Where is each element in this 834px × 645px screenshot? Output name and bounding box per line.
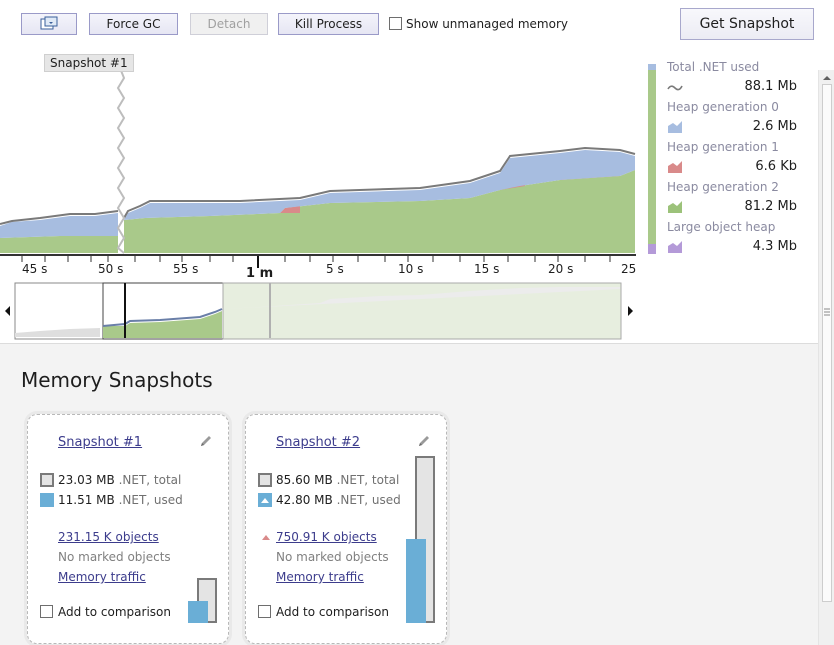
section-title: Memory Snapshots [21, 368, 213, 392]
memory-chart[interactable] [0, 48, 640, 343]
get-snapshot-button[interactable]: Get Snapshot [680, 8, 814, 40]
legend-name: Heap generation 0 [667, 100, 779, 114]
memory-snapshots-section: Memory Snapshots Snapshot #1 23.03 MB .N… [0, 343, 818, 645]
snapshot-break [116, 67, 126, 254]
snapshot-card: Snapshot #1 23.03 MB .NET, total 11.51 M… [27, 414, 229, 644]
memory-traffic-link[interactable]: Memory traffic [58, 570, 146, 584]
total-swatch [258, 473, 272, 487]
overview-strip[interactable] [0, 281, 640, 343]
pencil-icon[interactable] [198, 433, 214, 449]
total-label: .NET, total [336, 473, 400, 487]
legend-value: 81.2 Mb [744, 199, 797, 214]
show-unmanaged-label: Show unmanaged memory [406, 17, 568, 31]
add-to-comparison-checkbox[interactable] [258, 605, 271, 618]
used-stat: 42.80 MB .NET, used [276, 493, 401, 507]
show-unmanaged-checkbox[interactable] [389, 17, 402, 30]
open-window-button[interactable] [21, 13, 77, 35]
used-label: .NET, used [118, 493, 183, 507]
marked-objects-text: No marked objects [58, 550, 171, 564]
legend-stack-gen0 [648, 64, 656, 70]
tick-label: 55 s [173, 262, 199, 276]
gen1-area [280, 206, 300, 213]
gen1-area-icon [668, 161, 682, 173]
total-value: 23.03 MB [58, 473, 115, 487]
total-line [0, 210, 119, 225]
pencil-icon[interactable] [416, 433, 432, 449]
tick-marks [21, 256, 611, 262]
tick-label: 50 s [98, 262, 124, 276]
total-line-main [123, 146, 636, 219]
legend-value: 2.6 Mb [752, 119, 797, 134]
legend-stack-loh [648, 244, 656, 254]
marked-objects-text: No marked objects [276, 550, 389, 564]
used-value: 11.51 MB [58, 493, 115, 507]
legend-value: 4.3 Mb [752, 239, 797, 254]
increase-icon [261, 498, 269, 503]
toolbar: Force GC Detach Kill Process Show unmana… [0, 0, 834, 48]
tick-label: 25 [621, 262, 637, 276]
tick-label: 15 s [474, 262, 500, 276]
vertical-scrollbar[interactable] [818, 70, 834, 645]
total-line-icon [667, 85, 683, 91]
window-icon [40, 16, 58, 30]
total-label: .NET, total [118, 473, 182, 487]
scroll-right-icon [628, 306, 633, 316]
used-stat: 11.51 MB .NET, used [58, 493, 183, 507]
gen0-area-main [124, 150, 635, 220]
grip-icon [824, 308, 830, 316]
snapshot-title-link[interactable]: Snapshot #1 [58, 435, 143, 450]
loh-area-icon [668, 241, 682, 253]
force-gc-button[interactable]: Force GC [89, 13, 178, 35]
memory-traffic-link[interactable]: Memory traffic [276, 570, 364, 584]
gen0-area-icon [668, 121, 682, 133]
gen2-area [0, 236, 118, 253]
legend-stack-bar [648, 64, 656, 254]
tick-label: 20 s [548, 262, 574, 276]
gen2-area-icon [668, 201, 682, 213]
scroll-up-icon[interactable] [819, 72, 834, 84]
snapshot-marker-label[interactable]: Snapshot #1 [44, 54, 134, 72]
add-to-comparison-label: Add to comparison [58, 605, 171, 619]
used-swatch [258, 493, 272, 507]
add-to-comparison-label: Add to comparison [276, 605, 389, 619]
legend-name: Large object heap [667, 220, 776, 234]
tick-label-major: 1 m [246, 266, 274, 281]
total-stat: 23.03 MB .NET, total [58, 473, 181, 487]
snapshot-card: Snapshot #2 85.60 MB .NET, total 42.80 M… [245, 414, 447, 644]
detach-button[interactable]: Detach [190, 13, 268, 35]
tick-label: 5 s [326, 262, 344, 276]
scroll-left-icon [5, 306, 10, 316]
total-value: 85.60 MB [276, 473, 333, 487]
used-bar [188, 601, 208, 623]
scrollbar-thumb[interactable] [822, 84, 832, 602]
tick-label: 10 s [398, 262, 424, 276]
objects-link[interactable]: 750.91 K objects [276, 530, 377, 544]
used-label: .NET, used [336, 493, 401, 507]
legend-value: 88.1 Mb [744, 79, 797, 94]
used-value: 42.80 MB [276, 493, 333, 507]
kill-process-button[interactable]: Kill Process [278, 13, 379, 35]
gen0-area [0, 213, 118, 238]
tick-label: 45 s [22, 262, 48, 276]
total-swatch [40, 473, 54, 487]
used-swatch [40, 493, 54, 507]
objects-link[interactable]: 231.15 K objects [58, 530, 159, 544]
gen2-area-main [124, 170, 635, 253]
legend-value: 6.6 Kb [755, 159, 797, 174]
legend-name: Heap generation 2 [667, 180, 779, 194]
legend-name: Heap generation 1 [667, 140, 779, 154]
snapshot-title-link[interactable]: Snapshot #2 [276, 435, 361, 450]
used-bar [406, 539, 426, 623]
memory-timeline: Snapshot #1 45 s 50 s 55 s 1 m 5 s 10 s … [0, 48, 818, 343]
total-stat: 85.60 MB .NET, total [276, 473, 399, 487]
add-to-comparison-checkbox[interactable] [40, 605, 53, 618]
increase-arrow-icon [262, 535, 270, 540]
legend-name: Total .NET used [667, 60, 760, 74]
